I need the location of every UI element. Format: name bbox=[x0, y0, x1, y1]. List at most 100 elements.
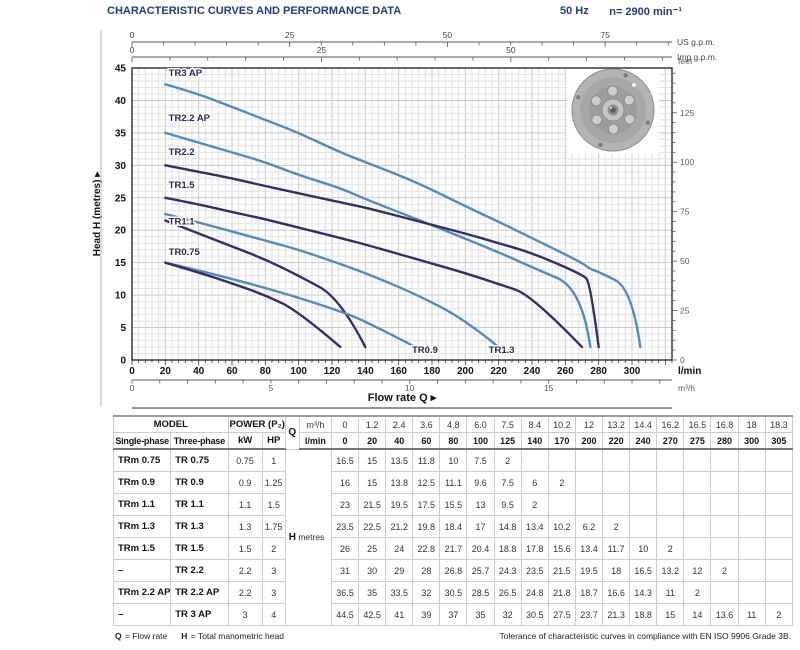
svg-text:40: 40 bbox=[193, 366, 205, 377]
flow-value-m3h: 6.0 bbox=[466, 415, 495, 433]
flow-value-lmin: 270 bbox=[656, 432, 685, 450]
flow-value-lmin: 40 bbox=[385, 432, 414, 450]
head-value bbox=[764, 448, 794, 472]
svg-text:140: 140 bbox=[357, 366, 374, 377]
x-axis-us-gpm: 0 25 50 75 US g.p.m. bbox=[130, 30, 715, 47]
head-value: 25.7 bbox=[466, 559, 495, 582]
svg-text:280: 280 bbox=[590, 366, 607, 377]
speed-label: n= 2900 min⁻¹ bbox=[609, 6, 682, 18]
power-kw: 2.2 bbox=[227, 581, 263, 604]
head-value: 24 bbox=[385, 537, 414, 560]
head-value: 18.8 bbox=[629, 603, 658, 626]
head-value: 21.7 bbox=[439, 537, 468, 560]
table-row: TRm 1.1 TR 1.1 1.1 1.5 23 21.5 19.5 17.5 15.5 13 9… bbox=[112, 493, 794, 516]
svg-text:25: 25 bbox=[285, 30, 295, 40]
svg-text:Flow rate Q ▸: Flow rate Q ▸ bbox=[368, 392, 437, 404]
head-value: 2 bbox=[602, 515, 631, 538]
column-header-model: MODEL bbox=[113, 415, 229, 433]
head-value: 19.8 bbox=[412, 515, 441, 538]
svg-text:5: 5 bbox=[120, 323, 126, 334]
svg-text:15: 15 bbox=[115, 258, 127, 269]
head-value: 2 bbox=[683, 581, 712, 604]
head-value: 13.8 bbox=[385, 471, 414, 494]
svg-text:0: 0 bbox=[130, 45, 135, 55]
head-value bbox=[683, 471, 712, 494]
head-value: 18 bbox=[602, 559, 631, 582]
flow-value-lmin: 170 bbox=[547, 432, 576, 450]
frequency-label: 50 Hz bbox=[560, 5, 589, 17]
head-value bbox=[710, 537, 739, 560]
head-value: 15 bbox=[358, 448, 387, 472]
head-value: 10.2 bbox=[547, 515, 576, 538]
head-value: 15.6 bbox=[547, 537, 576, 560]
head-value: 11.1 bbox=[439, 471, 468, 494]
svg-text:20: 20 bbox=[115, 226, 127, 237]
svg-text:45: 45 bbox=[115, 64, 127, 75]
head-value bbox=[683, 537, 712, 560]
tolerance-note: Tolerance of characteristic curves in co… bbox=[499, 631, 792, 641]
svg-text:25: 25 bbox=[317, 45, 327, 55]
head-value: 14 bbox=[683, 603, 712, 626]
column-header-single-phase: Single-phase bbox=[112, 432, 172, 450]
head-value: 18.7 bbox=[574, 581, 604, 604]
model-three-phase: TR 1.3 bbox=[170, 515, 229, 538]
head-value: 11 bbox=[656, 581, 685, 604]
curve-tr2-2-ap bbox=[164, 131, 592, 349]
power-hp: 3 bbox=[261, 559, 286, 582]
table-row: TRm 0.75 TR 0.75 0.75 1 H metres 16.5 15 13.5 11… bbox=[112, 448, 794, 626]
curve-tr0-75 bbox=[164, 261, 342, 349]
unit-m3h: m³/h bbox=[298, 415, 332, 433]
svg-text:TR1.3: TR1.3 bbox=[489, 345, 515, 356]
head-value: 26.8 bbox=[439, 559, 468, 582]
head-value: 2 bbox=[764, 603, 794, 626]
head-value bbox=[602, 448, 631, 472]
model-single-phase: – bbox=[112, 559, 172, 582]
head-value: 41 bbox=[385, 603, 414, 626]
flow-value-lmin: 220 bbox=[602, 432, 631, 450]
flow-value-lmin: 140 bbox=[520, 432, 549, 450]
head-value: 17.8 bbox=[520, 537, 549, 560]
flow-value-lmin: 275 bbox=[683, 432, 712, 450]
head-value bbox=[683, 493, 712, 516]
svg-text:300: 300 bbox=[624, 366, 641, 377]
head-value: 6 bbox=[520, 471, 549, 494]
table-row: TRm 1.3 TR 1.3 1.3 1.75 23.5 22.5 21.2 19.8 18.4… bbox=[112, 515, 794, 538]
svg-text:feet: feet bbox=[678, 56, 693, 66]
head-value: 15 bbox=[656, 603, 685, 626]
head-value bbox=[710, 471, 739, 494]
svg-text:TR0.9: TR0.9 bbox=[412, 345, 438, 356]
flow-value-m3h: 4.8 bbox=[439, 415, 468, 433]
flow-value-lmin: 80 bbox=[439, 432, 468, 450]
flow-value-lmin: 60 bbox=[412, 432, 441, 450]
head-unit-cell: H metres bbox=[284, 448, 332, 626]
svg-text:25: 25 bbox=[680, 306, 690, 316]
svg-text:5: 5 bbox=[269, 383, 274, 393]
head-value: 13.2 bbox=[656, 559, 685, 582]
unit-lmin: l/min bbox=[298, 432, 332, 450]
head-value bbox=[629, 448, 658, 472]
flow-value-lmin: 200 bbox=[574, 432, 604, 450]
plot-frame bbox=[131, 67, 673, 361]
model-three-phase: TR 3 AP bbox=[170, 603, 229, 626]
footer-legend: Q = Flow rate H = Total manometric head bbox=[115, 631, 284, 641]
svg-text:50: 50 bbox=[506, 45, 516, 55]
svg-text:l/min: l/min bbox=[678, 366, 701, 377]
flow-value-lmin: 0 bbox=[330, 432, 360, 450]
model-single-phase: – bbox=[112, 603, 172, 626]
power-kw: 1.5 bbox=[227, 537, 263, 560]
head-value bbox=[520, 448, 549, 472]
head-value: 17.5 bbox=[412, 493, 441, 516]
flow-value-m3h: 3.6 bbox=[412, 415, 441, 433]
flow-value-m3h: 1.2 bbox=[358, 415, 387, 433]
head-value: 13.4 bbox=[520, 515, 549, 538]
curve-tr1-1 bbox=[164, 219, 367, 349]
head-value bbox=[602, 471, 631, 494]
head-value: 12.5 bbox=[412, 471, 441, 494]
head-value: 11.7 bbox=[602, 537, 631, 560]
head-value: 19.5 bbox=[385, 493, 414, 516]
table-row: TRm 1.5 TR 1.5 1.5 2 26 25 24 22.8 21.7 20.4 18.8 1… bbox=[112, 537, 794, 560]
head-value bbox=[656, 493, 685, 516]
head-value: 18.8 bbox=[493, 537, 522, 560]
head-value bbox=[737, 581, 766, 604]
head-value: 25 bbox=[358, 537, 387, 560]
